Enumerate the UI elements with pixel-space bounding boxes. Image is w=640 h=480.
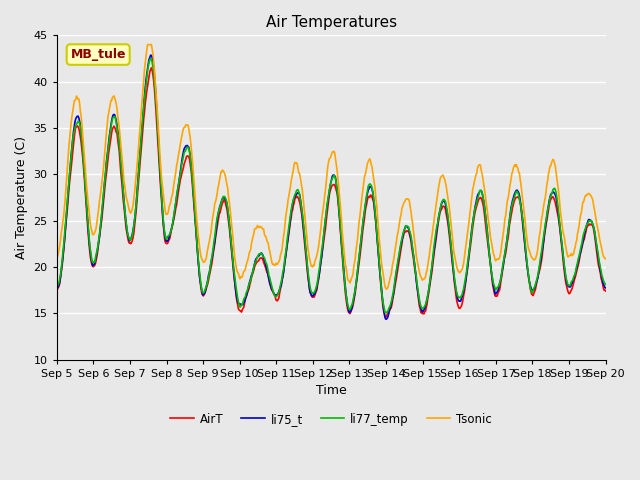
AirT: [63, 213, 70, 219]
Line: Tsonic: Tsonic: [57, 45, 605, 289]
Line: li75_t: li75_t: [57, 55, 605, 319]
AirT: [176, 181, 184, 187]
li75_t: [147, 52, 154, 58]
li77_temp: [147, 56, 154, 61]
Tsonic: [602, 256, 609, 262]
Line: AirT: AirT: [57, 68, 605, 317]
li75_t: [176, 174, 184, 180]
li77_temp: [53, 283, 61, 288]
Legend: AirT, li75_t, li77_temp, Tsonic: AirT, li75_t, li77_temp, Tsonic: [166, 408, 497, 431]
li77_temp: [382, 310, 390, 315]
Title: Air Temperatures: Air Temperatures: [266, 15, 397, 30]
li77_temp: [205, 274, 212, 280]
Line: li77_temp: li77_temp: [57, 59, 605, 312]
X-axis label: Time: Time: [316, 384, 347, 397]
li75_t: [205, 272, 212, 277]
AirT: [382, 314, 390, 320]
li77_temp: [63, 207, 70, 213]
Text: MB_tule: MB_tule: [70, 48, 126, 61]
AirT: [119, 196, 127, 202]
Tsonic: [205, 241, 212, 247]
Tsonic: [399, 202, 407, 207]
AirT: [148, 65, 156, 71]
li77_temp: [176, 175, 184, 180]
Tsonic: [415, 269, 423, 275]
AirT: [602, 288, 609, 294]
li75_t: [53, 284, 61, 290]
li75_t: [119, 188, 127, 193]
li75_t: [602, 285, 609, 291]
li77_temp: [602, 281, 609, 287]
li77_temp: [119, 188, 127, 194]
li75_t: [63, 210, 70, 216]
AirT: [53, 287, 61, 293]
Tsonic: [53, 255, 61, 261]
li77_temp: [415, 297, 423, 302]
Tsonic: [176, 146, 184, 152]
li75_t: [399, 231, 407, 237]
li77_temp: [399, 229, 407, 235]
Tsonic: [63, 175, 70, 181]
li75_t: [415, 299, 423, 305]
Tsonic: [119, 168, 127, 174]
AirT: [399, 233, 407, 239]
Tsonic: [144, 42, 152, 48]
Y-axis label: Air Temperature (C): Air Temperature (C): [15, 136, 28, 259]
li75_t: [382, 316, 390, 322]
AirT: [415, 303, 423, 309]
Tsonic: [383, 287, 390, 292]
AirT: [205, 276, 212, 282]
